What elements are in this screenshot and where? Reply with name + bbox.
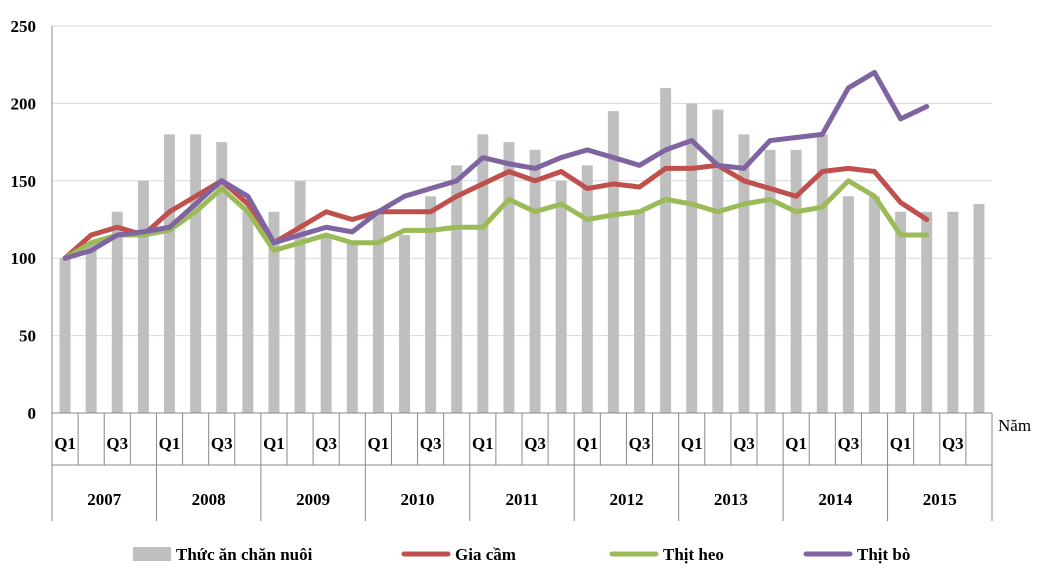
bar [477, 134, 489, 414]
bar [634, 211, 645, 413]
bar [738, 134, 750, 414]
series-line [62, 162, 930, 261]
bar [869, 196, 880, 413]
bar [190, 134, 202, 414]
bar [660, 87, 672, 414]
y-tick-label: 150 [11, 172, 37, 191]
year-tick-label: 2014 [818, 490, 853, 509]
y-tick-label: 100 [11, 249, 37, 268]
bar [111, 211, 123, 413]
bar [581, 165, 593, 413]
bar [921, 211, 933, 413]
bar [790, 149, 802, 413]
bar [399, 234, 410, 413]
quarter-tick-label: Q3 [629, 434, 651, 453]
y-tick-label: 200 [11, 94, 37, 113]
bar [320, 234, 332, 413]
bar [372, 211, 384, 413]
year-tick-label: 2007 [87, 490, 122, 509]
quarter-tick-label: Q3 [420, 434, 442, 453]
bar [764, 149, 776, 413]
bar [164, 134, 175, 414]
bar [425, 196, 437, 413]
line-series [62, 69, 930, 261]
legend: Thức ăn chăn nuôi Gia cầm Thịt heo Thịt bò [133, 545, 910, 564]
y-tick-label: 50 [19, 327, 36, 346]
bar [59, 258, 71, 413]
quarter-tick-label: Q1 [263, 434, 285, 453]
bar [947, 211, 959, 413]
quarter-tick-label: Q3 [524, 434, 546, 453]
quarter-tick-label: Q1 [890, 434, 912, 453]
y-tick-label: 250 [11, 17, 37, 36]
quarter-tick-label: Q1 [576, 434, 598, 453]
series-line [62, 178, 930, 261]
bar [85, 242, 97, 413]
legend-label: Thức ăn chăn nuôi [176, 545, 313, 564]
quarter-tick-label: Q1 [368, 434, 390, 453]
year-tick-label: 2013 [714, 490, 748, 509]
bar-series [59, 87, 985, 414]
y-tick-label: 0 [28, 404, 37, 423]
legend-label: Thịt bò [857, 545, 910, 564]
quarter-tick-label: Q3 [211, 434, 233, 453]
x-axis-unit-label: Năm [998, 416, 1031, 435]
quarter-tick-label: Q1 [472, 434, 494, 453]
legend-swatch [133, 547, 171, 561]
bar [712, 109, 724, 413]
quarter-tick-label: Q3 [315, 434, 337, 453]
series-line [62, 69, 930, 261]
year-tick-label: 2009 [296, 490, 330, 509]
bar [973, 204, 985, 413]
axes: 0 50 100 150 200 250 Q1 Q3 Q1 Q3 Q1 Q3 Q1 Q3 Q1 Q3 Q1 Q3 Q… [11, 17, 993, 521]
bar [686, 103, 698, 414]
bar [895, 211, 907, 413]
year-tick-label: 2011 [505, 490, 538, 509]
year-tick-label: 2012 [609, 490, 643, 509]
quarter-tick-label: Q1 [785, 434, 807, 453]
legend-label: Thịt heo [663, 545, 724, 564]
quarter-tick-label: Q1 [681, 434, 703, 453]
bar [607, 111, 619, 413]
quarter-tick-label: Q3 [733, 434, 755, 453]
year-tick-label: 2008 [192, 490, 226, 509]
year-tick-label: 2010 [401, 490, 435, 509]
quarter-tick-label: Q3 [942, 434, 964, 453]
year-tick-label: 2015 [923, 490, 957, 509]
quarter-tick-label: Q3 [838, 434, 860, 453]
bar [842, 196, 854, 413]
bar [268, 211, 280, 413]
bar [137, 180, 149, 413]
quarter-tick-label: Q1 [159, 434, 181, 453]
quarter-tick-label: Q3 [106, 434, 128, 453]
bar [216, 142, 228, 413]
bar [346, 242, 358, 413]
bar [529, 149, 541, 413]
bar [242, 211, 254, 413]
bar [555, 180, 567, 413]
bar [503, 142, 515, 413]
gridlines [52, 25, 992, 337]
bar [294, 180, 306, 413]
quarter-tick-label: Q1 [54, 434, 76, 453]
legend-label: Gia cầm [455, 545, 516, 564]
bar [816, 134, 828, 414]
bar [451, 165, 463, 413]
